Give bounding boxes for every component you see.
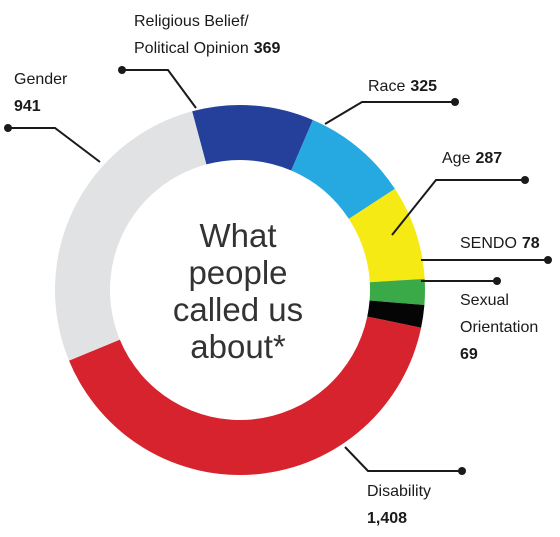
label-race-value: 325 <box>410 78 437 95</box>
leader-lines <box>4 66 552 475</box>
center-line-4: about* <box>190 328 286 365</box>
leader-dot-religious <box>118 66 126 74</box>
slice-age <box>348 188 425 283</box>
label-sexual-orientation: Sexual Orientation 69 <box>460 292 538 363</box>
slice-race <box>291 119 395 219</box>
leader-dot-sexual <box>493 277 501 285</box>
label-age: Age 287 <box>442 150 502 167</box>
center-line-2: people <box>188 254 287 291</box>
label-disability-value: 1,408 <box>367 510 407 527</box>
center-line-1: What <box>199 217 276 254</box>
slice-religious-belief-political-opinion <box>192 105 313 171</box>
leader-line-religious <box>122 69 197 109</box>
leader-line-age <box>391 179 525 236</box>
slice-gender <box>54 111 207 361</box>
label-age-name: Age <box>442 150 471 167</box>
leader-line-gender <box>8 127 101 163</box>
label-gender-value: 941 <box>14 98 41 115</box>
label-disability-name: Disability <box>367 483 431 500</box>
label-religious-line-1: Religious Belief/ <box>134 13 249 30</box>
label-race-name: Race <box>368 78 405 95</box>
label-gender-name: Gender <box>14 71 68 88</box>
leader-dot-race <box>451 98 459 106</box>
label-gender: Gender 941 <box>14 71 68 115</box>
label-sexual-line-2: Orientation <box>460 319 538 336</box>
slice-sendo <box>369 278 426 305</box>
label-sendo-value: 78 <box>522 235 540 252</box>
label-religious-line-2: Political Opinion 369 <box>134 40 281 57</box>
slice-disability <box>68 316 422 475</box>
leader-line-race <box>324 101 455 125</box>
leader-dot-disability <box>458 467 466 475</box>
label-sendo-name: SENDO <box>460 235 517 252</box>
slice-sexual-orientation <box>367 300 425 328</box>
label-sexual-line-1: Sexual <box>460 292 509 309</box>
label-religious-name-2: Political Opinion <box>134 40 249 57</box>
leader-dot-sendo <box>544 256 552 264</box>
label-age-text: Age 287 <box>442 150 502 167</box>
leader-dot-gender <box>4 124 12 132</box>
label-sexual-value: 69 <box>460 346 478 363</box>
label-sendo: SENDO 78 <box>460 235 540 252</box>
center-label: What people called us about* <box>173 217 303 365</box>
center-line-3: called us <box>173 291 303 328</box>
label-disability: Disability 1,408 <box>367 483 431 527</box>
label-religious-value: 369 <box>254 40 281 57</box>
donut-slices <box>54 105 426 475</box>
leader-line-disability <box>344 446 462 472</box>
leader-dot-age <box>521 176 529 184</box>
label-race: Race 325 <box>368 78 437 95</box>
label-age-value: 287 <box>475 150 502 167</box>
label-religious-belief: Religious Belief/ Political Opinion 369 <box>134 13 281 57</box>
label-race-text: Race 325 <box>368 78 437 95</box>
label-sendo-text: SENDO 78 <box>460 235 540 252</box>
